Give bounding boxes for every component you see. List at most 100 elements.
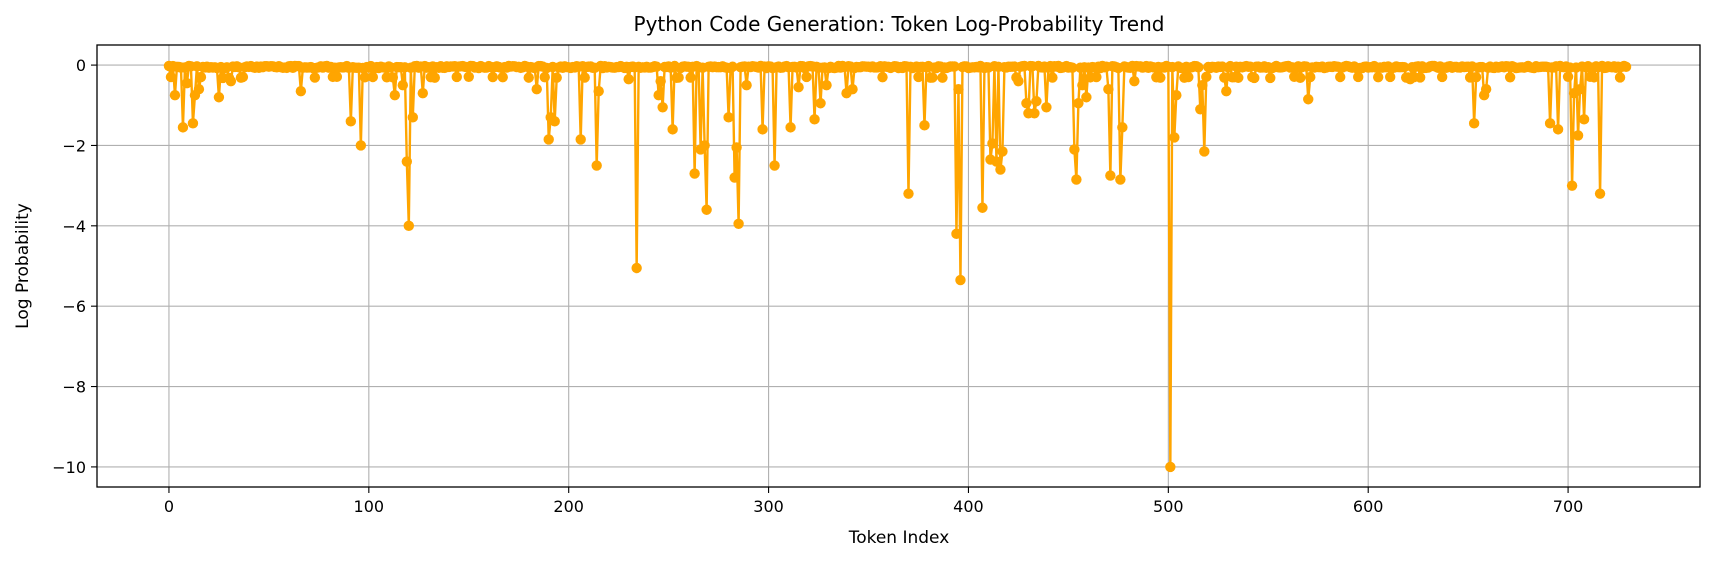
data-point [1588, 72, 1600, 83]
data-point [877, 71, 888, 83]
data-point [937, 72, 948, 83]
data-point [631, 262, 642, 274]
data-point [785, 122, 796, 133]
data-point [1199, 146, 1210, 157]
data-point [497, 71, 508, 83]
data-point [987, 138, 998, 149]
data-point [733, 218, 744, 230]
data-point [225, 75, 237, 87]
data-point [821, 79, 832, 91]
data-point [1171, 90, 1182, 101]
data-point [1165, 461, 1176, 473]
data-point [1544, 118, 1556, 129]
data-point [1091, 71, 1102, 83]
x-tick-label: 0 [164, 497, 174, 516]
data-point [1578, 114, 1590, 125]
data-point [1574, 84, 1586, 95]
x-tick-label: 600 [1353, 497, 1384, 516]
data-point [847, 84, 858, 95]
data-point [1071, 174, 1082, 185]
x-tick-label: 400 [953, 497, 984, 516]
data-point [727, 61, 738, 72]
data-point [1233, 72, 1244, 83]
x-axis-label: Token Index [848, 528, 950, 548]
data-point [1029, 108, 1040, 119]
chart-title: Python Code Generation: Token Log-Probab… [634, 12, 1165, 36]
data-point [487, 71, 498, 83]
data-point [685, 72, 696, 83]
data-point [1384, 71, 1396, 83]
data-point [913, 71, 924, 83]
data-point [1169, 132, 1180, 143]
series-markers [163, 60, 1632, 473]
data-point [1480, 84, 1492, 95]
data-point [1105, 170, 1116, 181]
data-point [655, 75, 666, 87]
data-point [1620, 61, 1632, 73]
data-point [345, 116, 357, 127]
data-point [1103, 84, 1114, 95]
data-point [623, 73, 634, 85]
data-point [181, 77, 193, 89]
y-tick-label: 0 [76, 56, 86, 75]
data-point [1031, 96, 1042, 107]
data-point [955, 274, 966, 286]
data-point [1221, 86, 1232, 97]
data-point [1468, 118, 1480, 129]
data-point [1073, 98, 1084, 109]
y-axis-label: Log Probability [13, 203, 33, 329]
data-point [539, 71, 550, 83]
data-series [163, 60, 1632, 473]
data-point [1067, 62, 1078, 73]
data-point [667, 124, 678, 135]
data-point [407, 112, 418, 123]
data-point [699, 140, 710, 151]
data-point [701, 204, 712, 215]
data-point [531, 84, 542, 95]
data-point [1041, 102, 1052, 113]
data-point [651, 61, 662, 72]
data-point [309, 72, 321, 83]
data-point [1265, 72, 1276, 84]
data-point [213, 92, 225, 103]
data-point [801, 71, 812, 83]
data-point [1195, 104, 1206, 115]
data-point [1183, 71, 1194, 83]
data-point [403, 220, 415, 232]
data-point [919, 120, 930, 131]
data-point [809, 114, 820, 125]
data-point [451, 71, 462, 83]
data-point [1013, 75, 1024, 87]
data-point [543, 134, 554, 145]
data-point [387, 72, 399, 83]
data-point [1197, 79, 1208, 91]
data-point [1201, 71, 1212, 83]
data-point [165, 71, 177, 83]
data-point [417, 88, 428, 99]
data-point [1193, 62, 1204, 73]
data-point [1562, 71, 1574, 83]
data-point [769, 160, 780, 171]
data-point [575, 134, 586, 145]
data-point [1219, 72, 1230, 83]
data-point [367, 71, 379, 83]
data-point [657, 102, 668, 113]
data-point [1303, 94, 1314, 105]
data-point [177, 122, 189, 133]
data-point [1414, 72, 1426, 83]
data-point [1077, 79, 1088, 91]
data-point [591, 160, 602, 171]
data-point [793, 81, 804, 93]
data-point [1614, 72, 1626, 83]
data-point [295, 86, 307, 97]
data-point [331, 71, 343, 83]
data-point [193, 84, 205, 95]
data-point [551, 72, 562, 83]
data-point [951, 228, 962, 240]
data-point [1155, 72, 1166, 83]
data-point [1115, 174, 1126, 185]
data-point [237, 71, 249, 83]
y-tick-label: −10 [52, 458, 86, 477]
